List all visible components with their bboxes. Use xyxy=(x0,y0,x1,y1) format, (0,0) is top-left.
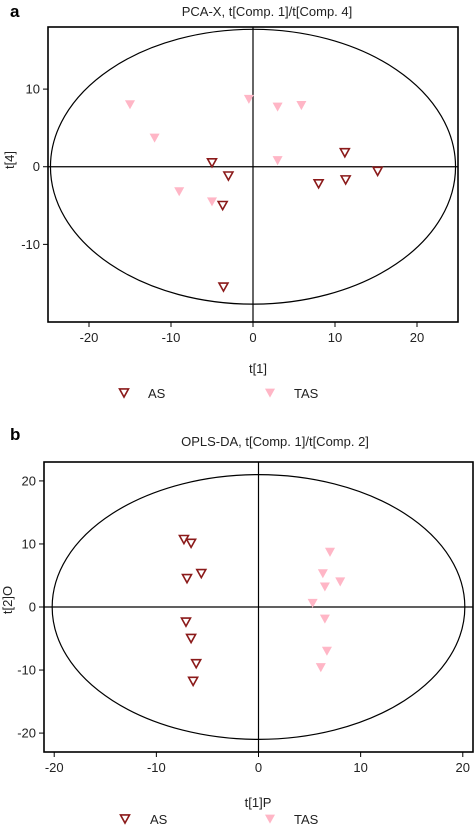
x-tick-label: 10 xyxy=(353,760,367,775)
y-tick-label: 0 xyxy=(33,159,40,174)
data-point-tas xyxy=(321,646,332,656)
y-tick-label: 10 xyxy=(22,536,36,551)
data-point-tas xyxy=(307,598,318,608)
data-point-tas xyxy=(296,101,307,111)
panel-a: a PCA-X, t[Comp. 1]/t[Comp. 4] -20 -10 0 10 20… xyxy=(2,2,459,401)
data-point-as xyxy=(187,676,199,688)
chart-title: OPLS-DA, t[Comp. 1]/t[Comp. 2] xyxy=(181,434,369,449)
panel-label: a xyxy=(10,2,20,21)
data-point-tas xyxy=(149,133,160,143)
x-tick-label: 20 xyxy=(410,330,424,345)
y-axis-label: t[2]O xyxy=(0,586,15,614)
legend-label-tas: TAS xyxy=(294,386,319,401)
x-tick-label: 0 xyxy=(255,760,262,775)
panel-label: b xyxy=(10,425,20,444)
data-point-as xyxy=(339,175,352,186)
y-tick-label: 0 xyxy=(29,600,36,615)
data-point-as xyxy=(338,147,351,159)
data-point-as xyxy=(185,633,197,645)
data-point-tas xyxy=(243,94,254,104)
data-point-as xyxy=(190,658,203,670)
y-tick-label: -20 xyxy=(17,726,36,741)
data-point-tas xyxy=(317,569,328,579)
data-point-as xyxy=(181,573,193,585)
chart-title: PCA-X, t[Comp. 1]/t[Comp. 4] xyxy=(182,4,353,19)
panel-b: b OPLS-DA, t[Comp. 1]/t[Comp. 2] -20 -10 0 10… xyxy=(0,425,474,827)
x-tick-label: 0 xyxy=(249,330,256,345)
data-point-tas xyxy=(174,187,185,197)
x-tick-label: -20 xyxy=(45,760,64,775)
data-point-tas xyxy=(335,577,346,587)
y-tick-label: 10 xyxy=(26,82,40,97)
data-point-tas xyxy=(315,663,326,673)
x-tick-label: -10 xyxy=(147,760,166,775)
legend-marker-as xyxy=(118,388,130,399)
legend-marker-tas xyxy=(264,388,276,398)
confidence-ellipse xyxy=(49,28,457,305)
data-point-as xyxy=(216,200,229,212)
legend-label-as: AS xyxy=(148,386,166,401)
data-point-tas xyxy=(272,156,283,166)
x-tick-label: 10 xyxy=(328,330,342,345)
data-point-as xyxy=(371,166,384,178)
data-point-as xyxy=(185,538,197,550)
data-point-tas xyxy=(319,582,330,592)
data-point-as xyxy=(195,568,208,580)
legend-marker-tas xyxy=(264,814,276,824)
data-point-tas xyxy=(272,102,283,112)
data-point-as xyxy=(217,282,230,293)
y-axis-label: t[4] xyxy=(2,151,17,169)
y-tick-label: -10 xyxy=(17,663,36,678)
data-point-tas xyxy=(124,100,136,110)
data-point-tas xyxy=(324,547,336,557)
data-point-as xyxy=(206,158,218,169)
confidence-ellipse xyxy=(51,474,466,740)
legend-marker-as xyxy=(119,814,131,825)
data-point-as xyxy=(222,171,235,182)
x-tick-label: -10 xyxy=(162,330,181,345)
legend-label-tas: TAS xyxy=(294,812,319,827)
x-tick-label: 20 xyxy=(456,760,470,775)
legend-label-as: AS xyxy=(150,812,168,827)
data-point-as xyxy=(180,617,192,628)
y-tick-label: -10 xyxy=(21,237,40,252)
y-tick-label: 20 xyxy=(22,473,36,488)
data-point-tas xyxy=(206,197,218,207)
data-point-tas xyxy=(319,614,330,624)
x-tick-label: -20 xyxy=(80,330,99,345)
x-axis-label: t[1]P xyxy=(245,795,272,810)
x-axis-label: t[1] xyxy=(249,361,267,376)
data-point-as xyxy=(312,178,325,190)
